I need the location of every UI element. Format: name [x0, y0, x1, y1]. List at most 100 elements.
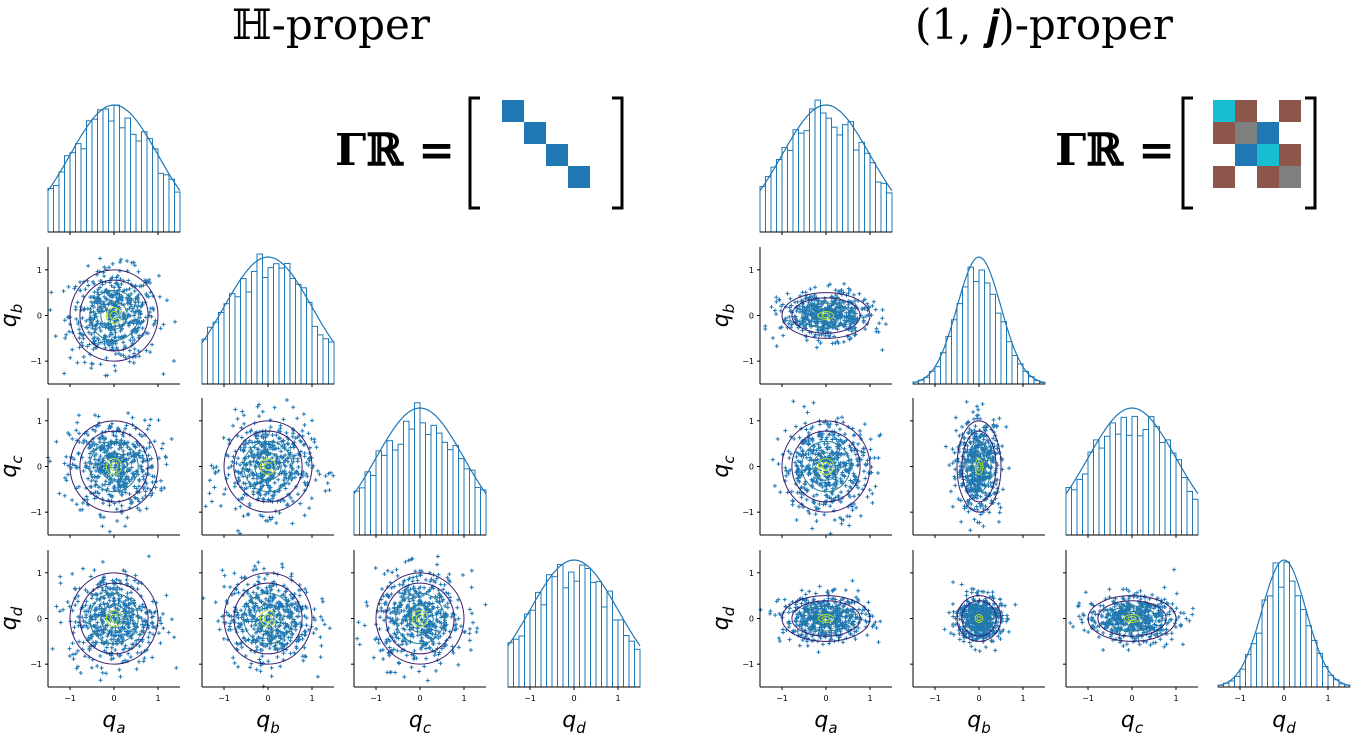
scatter-point	[129, 465, 134, 470]
hist-bar	[130, 133, 137, 233]
hist-bar	[300, 287, 307, 385]
x-tick-label: −1	[218, 694, 230, 703]
scatter-point	[813, 512, 818, 517]
scatter-point	[125, 296, 130, 301]
scatter-point	[827, 432, 832, 437]
scatter-point	[291, 454, 296, 459]
hist-bar	[311, 325, 318, 385]
scatter-point	[824, 428, 829, 433]
scatter-point	[89, 665, 94, 670]
scatter-point	[803, 482, 808, 487]
scatter-point	[62, 371, 67, 376]
scatter-point	[103, 479, 108, 484]
scatter-point	[447, 572, 452, 577]
scatter-point	[99, 665, 104, 670]
scatter-point	[475, 626, 480, 631]
scatter-point	[160, 611, 165, 616]
scatter-point	[244, 430, 249, 435]
scatter-point	[246, 454, 251, 459]
scatter-point	[852, 494, 857, 499]
scatter-point	[62, 475, 67, 480]
hist-bar	[174, 191, 181, 233]
contour-line	[105, 307, 123, 324]
scatter-point	[100, 670, 105, 675]
scatter-point	[241, 413, 246, 418]
hist-bar	[229, 293, 236, 385]
scatter-point	[222, 492, 227, 497]
scatter-point	[129, 460, 134, 465]
scatter-point	[775, 436, 780, 441]
scatter-point	[263, 444, 268, 449]
scatter-point	[107, 598, 112, 603]
scatter-point	[89, 332, 94, 337]
scatter-point	[256, 446, 261, 451]
scatter-point	[137, 659, 142, 664]
scatter-point	[470, 620, 475, 625]
contour-line	[79, 430, 149, 503]
scatter-point	[103, 472, 108, 477]
hist-bar	[984, 282, 991, 385]
scatter-point	[164, 298, 169, 303]
histogram-a	[47, 104, 181, 233]
scatter-point	[468, 648, 473, 653]
y-tick-label: 0	[749, 312, 754, 321]
histogram-b	[201, 253, 335, 385]
scatter-point	[256, 575, 261, 580]
scatter-point	[90, 427, 95, 432]
scatter-point	[136, 451, 141, 456]
scatter-point	[92, 440, 97, 445]
scatter-point	[281, 460, 286, 465]
scatter-point	[119, 503, 124, 508]
scatter-point	[103, 345, 108, 350]
scatter-point	[274, 433, 279, 438]
scatter-point	[133, 296, 138, 301]
scatter-point	[122, 313, 127, 318]
x-tick-label: 0	[265, 694, 270, 703]
scatter-point	[804, 427, 809, 432]
scatter-point	[95, 465, 100, 470]
scatter-point	[972, 517, 977, 522]
scatter-point	[94, 607, 99, 612]
scatter-point	[98, 436, 103, 441]
scatter-point	[437, 641, 442, 646]
scatter-point	[132, 346, 137, 351]
scatter-point	[98, 678, 103, 683]
scatter-point	[127, 299, 132, 304]
scatter-point	[803, 290, 808, 295]
scatter-point	[242, 492, 247, 497]
scatter-a-b	[47, 247, 180, 385]
scatter-point	[380, 587, 385, 592]
scatter-point	[873, 484, 878, 489]
scatter-point	[164, 462, 169, 467]
scatter-point	[95, 663, 100, 668]
scatter-point	[140, 434, 145, 439]
scatter-point	[835, 416, 840, 421]
y-axis-label: qb	[0, 304, 26, 328]
scatter-point	[260, 654, 265, 659]
scatter-point	[474, 629, 479, 634]
scatter-point	[119, 492, 124, 497]
scatter-point	[318, 655, 323, 660]
scatter-point	[159, 621, 164, 626]
scatter-point	[320, 596, 325, 601]
scatter-point	[110, 261, 115, 266]
scatter-point	[296, 472, 301, 477]
hist-bar	[322, 338, 329, 385]
scatter-point	[92, 457, 97, 462]
scatter-point	[153, 318, 158, 323]
scatter-point	[107, 265, 112, 270]
contour-line	[223, 420, 313, 513]
scatter-point	[99, 640, 104, 645]
scatter-point	[787, 455, 792, 460]
scatter-point	[109, 645, 114, 650]
scatter-point	[774, 312, 779, 317]
scatter-point	[284, 471, 289, 476]
hist-bar	[375, 450, 382, 536]
hist-bar	[207, 326, 214, 385]
scatter-point	[248, 429, 253, 434]
scatter-point	[431, 641, 436, 646]
matrix-bracket-right	[612, 96, 624, 210]
scatter-point	[314, 626, 319, 631]
scatter-point	[262, 469, 267, 474]
hist-bar	[573, 580, 580, 688]
